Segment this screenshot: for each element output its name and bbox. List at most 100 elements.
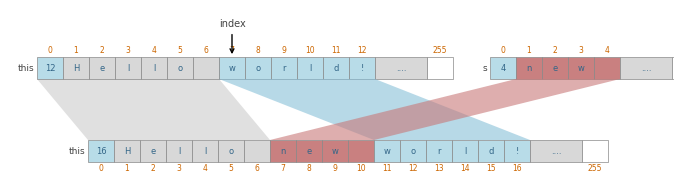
Text: d: d — [488, 146, 493, 155]
Text: e: e — [553, 64, 557, 73]
Text: 12: 12 — [44, 64, 55, 73]
Bar — [478, 140, 504, 162]
Bar — [568, 57, 594, 79]
Bar — [115, 57, 141, 79]
Bar — [270, 140, 296, 162]
Text: o: o — [177, 64, 183, 73]
Bar — [349, 57, 375, 79]
Text: e: e — [307, 146, 311, 155]
Text: w: w — [228, 64, 235, 73]
Text: 11: 11 — [382, 164, 392, 173]
Text: 5: 5 — [177, 46, 183, 55]
Text: 16: 16 — [96, 146, 106, 155]
Bar — [218, 140, 244, 162]
Text: ....: .... — [641, 64, 651, 73]
Bar — [271, 57, 297, 79]
Text: 3: 3 — [177, 164, 181, 173]
Text: 3: 3 — [578, 46, 584, 55]
Text: e: e — [150, 146, 156, 155]
Text: w: w — [578, 64, 584, 73]
Text: 0: 0 — [501, 46, 506, 55]
Bar — [193, 57, 219, 79]
Text: l: l — [153, 64, 155, 73]
Text: 3: 3 — [125, 46, 131, 55]
Text: this: this — [68, 146, 85, 155]
Bar — [427, 57, 453, 79]
Text: 10: 10 — [305, 46, 315, 55]
Text: 7: 7 — [230, 46, 235, 55]
Text: 6: 6 — [204, 46, 208, 55]
Text: 2: 2 — [553, 46, 557, 55]
Text: 8: 8 — [255, 46, 260, 55]
Text: 1: 1 — [73, 46, 78, 55]
Bar — [323, 57, 349, 79]
Text: H: H — [124, 146, 130, 155]
Text: 12: 12 — [408, 164, 418, 173]
Text: 6: 6 — [255, 164, 259, 173]
Bar — [219, 57, 245, 79]
Text: l: l — [127, 64, 129, 73]
Text: !: ! — [361, 64, 364, 73]
Text: this: this — [18, 64, 34, 73]
Text: 12: 12 — [357, 46, 367, 55]
Text: n: n — [280, 146, 286, 155]
Text: H: H — [73, 64, 79, 73]
Text: e: e — [99, 64, 104, 73]
Bar — [530, 140, 582, 162]
Bar — [37, 57, 63, 79]
Text: 1: 1 — [526, 46, 531, 55]
Bar — [322, 140, 348, 162]
Text: l: l — [464, 146, 466, 155]
Text: 0: 0 — [48, 46, 53, 55]
Text: 9: 9 — [332, 164, 338, 173]
Bar — [88, 140, 114, 162]
Text: index: index — [218, 19, 245, 53]
Text: ....: .... — [396, 64, 406, 73]
Text: 15: 15 — [486, 164, 496, 173]
Bar — [490, 57, 516, 79]
Text: o: o — [255, 64, 261, 73]
Text: o: o — [410, 146, 416, 155]
Text: s: s — [483, 64, 487, 73]
Bar — [89, 57, 115, 79]
Text: w: w — [384, 146, 390, 155]
Bar — [140, 140, 166, 162]
Bar — [504, 140, 530, 162]
Bar — [426, 140, 452, 162]
Text: w: w — [332, 146, 338, 155]
Text: 14: 14 — [460, 164, 470, 173]
Text: 0: 0 — [98, 164, 103, 173]
Bar — [452, 140, 478, 162]
Bar — [192, 140, 218, 162]
Bar — [594, 57, 620, 79]
Bar — [374, 140, 400, 162]
Text: 2: 2 — [150, 164, 156, 173]
Bar — [542, 57, 568, 79]
Text: 16: 16 — [512, 164, 522, 173]
Polygon shape — [219, 79, 530, 140]
Text: 9: 9 — [282, 46, 286, 55]
Bar — [297, 57, 323, 79]
Bar — [348, 140, 374, 162]
Text: ....: .... — [551, 146, 561, 155]
Bar — [516, 57, 542, 79]
Bar — [245, 57, 271, 79]
Bar — [296, 140, 322, 162]
Text: 7: 7 — [280, 164, 285, 173]
Text: 4: 4 — [500, 64, 506, 73]
Polygon shape — [37, 79, 270, 140]
Text: 4: 4 — [203, 164, 208, 173]
Text: 4: 4 — [605, 46, 609, 55]
Bar — [114, 140, 140, 162]
Text: 255: 255 — [588, 164, 603, 173]
Text: d: d — [334, 64, 339, 73]
Bar — [375, 57, 427, 79]
Text: l: l — [204, 146, 206, 155]
Bar — [400, 140, 426, 162]
Text: 1: 1 — [125, 164, 129, 173]
Bar — [63, 57, 89, 79]
Bar — [582, 140, 608, 162]
Text: r: r — [437, 146, 441, 155]
Text: !: ! — [516, 146, 518, 155]
Text: 10: 10 — [356, 164, 366, 173]
